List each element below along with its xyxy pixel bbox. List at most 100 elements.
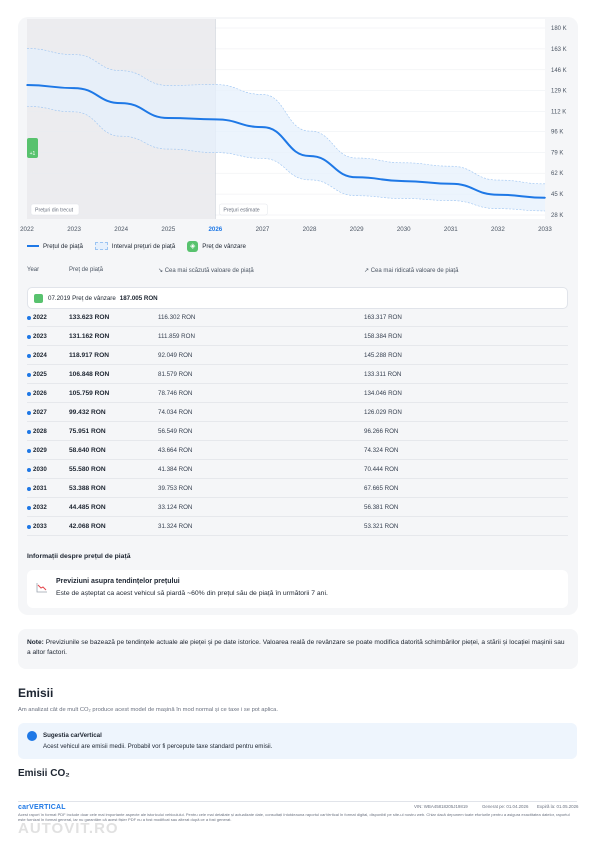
legend-label-range: Interval prețuri de piață <box>111 242 176 250</box>
table-row: 2033 42.068 RON 31.324 RON 53.321 RON <box>27 517 568 536</box>
row-high: 96.266 RON <box>364 428 399 435</box>
x-tick-label: 2024 <box>114 226 128 233</box>
x-tick-label: 2028 <box>303 226 317 233</box>
sale-price-row: 07.2019 Preț de vânzare 187.005 RON <box>27 287 568 309</box>
x-tick-label: 2031 <box>444 226 458 233</box>
row-low: 81.579 RON <box>158 371 193 378</box>
row-price: 44.485 RON <box>69 504 106 511</box>
watermark: AUTOVIT.RO <box>18 820 119 837</box>
footer-vin: VIN: WBA45818205J19819 <box>414 804 468 809</box>
sale-tag-icon <box>34 293 43 303</box>
year-dot <box>27 315 31 320</box>
row-low: 31.324 RON <box>158 523 193 530</box>
row-price: 133.623 RON <box>69 314 110 321</box>
row-year: 2023 <box>33 333 47 340</box>
estimated-prices-label-bg <box>219 203 268 216</box>
table-row: 2023 131.162 RON 111.859 RON 158.384 RON <box>27 327 568 346</box>
sale-date: 07.2019 <box>48 294 71 302</box>
table-row: 2026 105.759 RON 78.746 RON 134.046 RON <box>27 384 568 403</box>
year-dot <box>27 372 31 377</box>
row-year: 2024 <box>33 352 47 359</box>
suggestion-text: Acest vehicul are emisii medii. Probabil… <box>43 743 273 750</box>
x-tick-label: 2033 <box>538 226 552 233</box>
sale-marker-label: +1 <box>30 151 36 157</box>
market-price-point <box>120 102 122 104</box>
y-tick-label: 180 K <box>551 26 567 32</box>
table-row: 2032 44.485 RON 33.124 RON 56.381 RON <box>27 498 568 517</box>
year-dot <box>27 448 31 453</box>
footer-generated: Generat pe: 01.04.2026 <box>482 804 529 809</box>
row-high: 70.444 RON <box>364 466 399 473</box>
brand-logo: carVERTICAL <box>18 804 66 811</box>
sale-label: Preț de vânzare <box>72 294 116 302</box>
market-price-point <box>167 117 170 119</box>
price-chart-svg: 180 K 163 K 146 K 129 K 112 K 96 K 79 K 62 K 45 … <box>20 19 567 233</box>
co2-emissions-title: Emisii CO₂ <box>18 768 70 779</box>
year-dot <box>27 353 31 358</box>
row-price: 118.917 RON <box>69 352 109 359</box>
market-price-point <box>261 126 264 128</box>
row-year: 2026 <box>33 390 47 397</box>
y-tick-label: 79 K <box>551 150 563 156</box>
footer-disclaimer: Acest raport în format PDF include doar … <box>18 812 570 822</box>
row-year: 2030 <box>33 466 47 473</box>
market-price-point <box>26 84 28 86</box>
header-high-label: Cea mai ridicată valoare de piață <box>370 268 459 274</box>
market-price-point <box>497 193 499 196</box>
row-year: 2033 <box>33 523 47 530</box>
y-tick-label: 96 K <box>551 129 563 135</box>
trend-forecast-box: Previziuni asupra tendințelor prețului E… <box>27 570 568 608</box>
x-tick-label: 2032 <box>491 226 505 233</box>
row-price: 42.068 RON <box>69 523 106 530</box>
market-price-point <box>544 196 546 199</box>
y-tick-label: 129 K <box>551 89 567 95</box>
year-dot <box>27 334 31 339</box>
row-low: 111.859 RON <box>158 333 195 340</box>
year-dot <box>27 429 31 434</box>
market-price-line <box>26 84 546 199</box>
row-high: 67.665 RON <box>364 485 399 492</box>
y-tick-label: 146 K <box>551 68 567 74</box>
header-year: Year <box>27 267 40 273</box>
row-low: 74.034 RON <box>158 409 193 416</box>
header-low: ↘ Cea mai scăzută valoare de piață <box>158 268 254 274</box>
table-row: 2022 133.623 RON 116.302 RON 163.317 RON <box>27 308 568 327</box>
note-text: Previziunile se bazează pe tendințele ac… <box>27 639 565 656</box>
row-low: 92.049 RON <box>158 352 193 359</box>
year-dot <box>27 524 31 529</box>
y-tick-label: 62 K <box>551 171 563 177</box>
sale-marker <box>27 138 38 158</box>
x-tick-label: 2029 <box>350 226 364 233</box>
table-row: 2027 99.432 RON 74.034 RON 126.029 RON <box>27 403 568 422</box>
legend-item-range: Interval prețuri de piață <box>94 242 176 250</box>
row-price: 105.759 RON <box>69 390 110 397</box>
market-price-point <box>214 118 217 121</box>
y-tick-label: 163 K <box>551 47 567 53</box>
trend-text: Este de așteptat ca acest vehicul să pia… <box>56 590 328 597</box>
table-row: 2028 75.951 RON 56.549 RON 96.266 RON <box>27 422 568 441</box>
row-year: 2031 <box>33 485 47 492</box>
row-price: 58.640 RON <box>69 447 106 454</box>
x-tick-label: 2023 <box>67 226 81 233</box>
table-row: 2030 55.580 RON 41.384 RON 70.444 RON <box>27 460 568 479</box>
row-year: 2025 <box>33 371 47 378</box>
legend-label-sale: Preț de vânzare <box>202 242 246 250</box>
trend-title: Previziuni asupra tendințelor prețului <box>56 578 180 585</box>
market-price-point <box>355 176 358 179</box>
market-price-point <box>402 180 405 182</box>
info-icon <box>27 731 37 741</box>
row-high: 126.029 RON <box>364 409 402 416</box>
carvertical-suggestion-box: Sugestia carVertical Acest vehicul are e… <box>18 723 577 759</box>
note-label: Note: <box>27 639 44 646</box>
note-box: Note: Previziunile se bazează pe tendinț… <box>18 629 578 669</box>
legend-label-market-price: Prețul de piață <box>43 242 83 250</box>
legend-item-sale: ◈ Preț de vânzare <box>187 240 246 252</box>
row-year: 2028 <box>33 428 47 435</box>
row-year: 2022 <box>33 314 47 321</box>
row-high: 74.324 RON <box>364 447 399 454</box>
row-price: 106.848 RON <box>69 371 110 378</box>
market-price-point <box>308 155 311 157</box>
row-price: 53.388 RON <box>69 485 106 492</box>
table-header: Year Preț de piață ↘ Cea mai scăzută val… <box>27 267 567 277</box>
y-tick-label: 45 K <box>551 192 563 198</box>
